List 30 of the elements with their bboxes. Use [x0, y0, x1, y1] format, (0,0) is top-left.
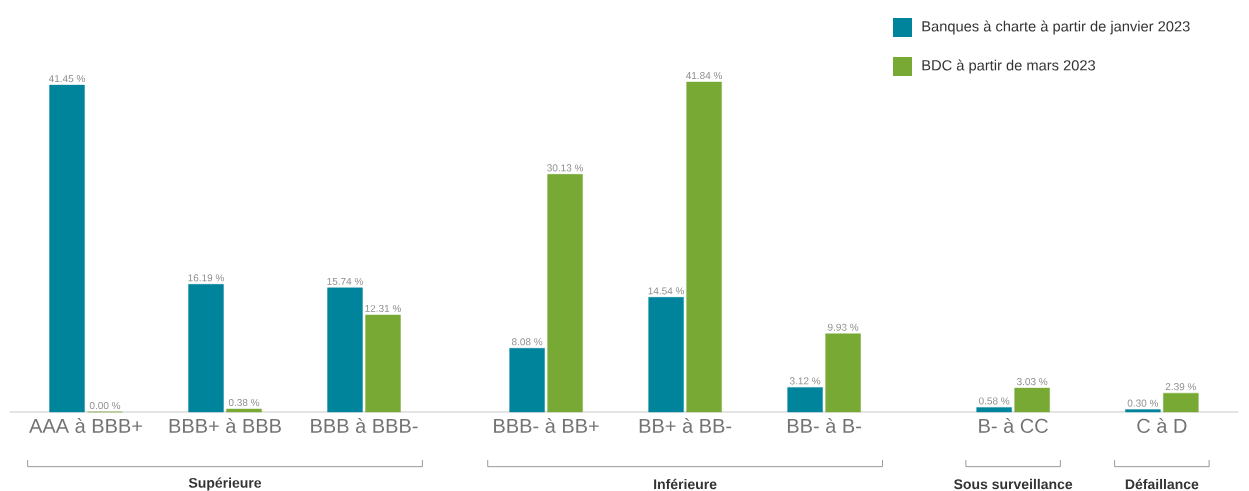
data-label: 0.30 % — [1127, 399, 1159, 407]
x-tick-label: BBB+ à BBB — [169, 418, 281, 433]
data-label: 12.31 % — [365, 304, 401, 312]
x-tick-label: BBB- à BB+ — [494, 418, 599, 433]
data-label: 0.58 % — [978, 397, 1010, 405]
x-tick-label: BB- à B- — [787, 418, 861, 433]
data-label: 3.03 % — [1016, 378, 1048, 386]
text: Sous surveillance — [954, 478, 1073, 490]
data-label: 30.13 % — [547, 164, 584, 172]
x-tick-label: BBB à BBB- — [311, 418, 418, 433]
text: Supérieure — [188, 477, 262, 491]
data-label: 0.38 % — [228, 398, 260, 407]
legend-label: Banques à charte à partir de janvier 2023 — [922, 20, 1190, 35]
text: Inférieure — [654, 478, 717, 490]
data-label: 16.19 % — [188, 274, 224, 282]
data-label: 41.45 % — [48, 75, 85, 83]
text: Défaillance — [1125, 478, 1199, 490]
data-label: 2.39 % — [1165, 383, 1197, 391]
data-label: 3.12 % — [789, 377, 821, 385]
x-tick-label: B- à CC — [979, 418, 1048, 433]
data-label: 0.00 % — [89, 401, 121, 410]
data-label: 14.54 % — [648, 287, 685, 295]
x-tick-label: AAA à BBB+ — [29, 418, 142, 433]
data-label: 9.93 % — [827, 323, 859, 331]
legend-label: BDC à partir de mars 2023 — [922, 59, 1096, 74]
x-tick-label: C à D — [1137, 418, 1187, 433]
data-label: 41.84 % — [685, 71, 723, 80]
x-tick-label: BB+ à BB- — [639, 418, 732, 433]
data-label: 8.08 % — [511, 338, 543, 346]
data-label: 15.74 % — [327, 277, 363, 285]
